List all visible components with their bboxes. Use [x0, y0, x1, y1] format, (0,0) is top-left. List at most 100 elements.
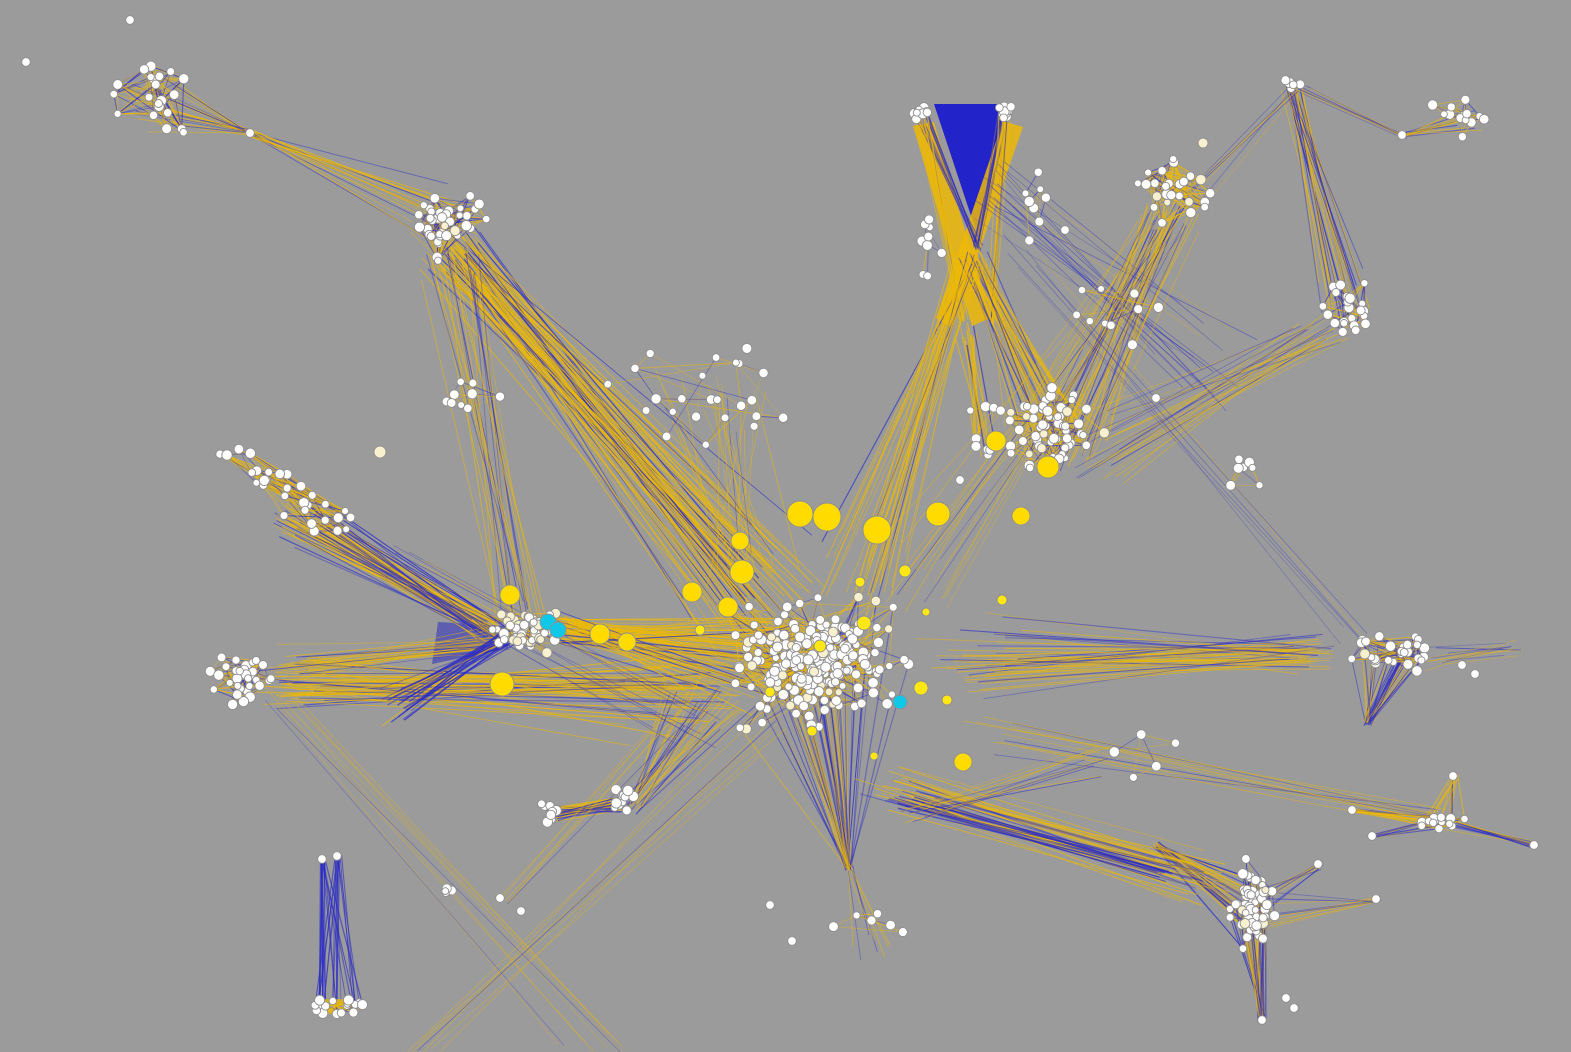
graph-node[interactable] — [791, 708, 801, 719]
graph-node[interactable] — [834, 688, 843, 697]
cyan-node[interactable] — [549, 621, 567, 639]
graph-node[interactable] — [282, 483, 292, 493]
graph-node[interactable] — [112, 79, 124, 90]
graph-node[interactable] — [144, 92, 154, 102]
graph-node[interactable] — [731, 358, 740, 367]
graph-node[interactable] — [465, 191, 475, 201]
graph-node[interactable] — [1261, 885, 1270, 895]
graph-node[interactable] — [641, 406, 651, 415]
graph-node[interactable] — [661, 431, 672, 442]
graph-node[interactable] — [1178, 176, 1189, 187]
graph-node[interactable] — [429, 192, 441, 204]
graph-node[interactable] — [1185, 171, 1196, 181]
yellow-big-node[interactable] — [617, 632, 637, 652]
graph-node[interactable] — [499, 635, 509, 644]
graph-node[interactable] — [446, 398, 457, 408]
graph-node[interactable] — [1081, 403, 1092, 415]
graph-node[interactable] — [1200, 202, 1210, 212]
graph-node[interactable] — [1411, 665, 1423, 677]
graph-node[interactable] — [787, 936, 797, 946]
yellow-big-node[interactable] — [862, 515, 892, 545]
graph-node[interactable] — [1402, 639, 1413, 650]
graph-node[interactable] — [245, 128, 255, 138]
graph-node[interactable] — [885, 919, 896, 931]
graph-node[interactable] — [791, 655, 802, 666]
graph-node[interactable] — [138, 64, 150, 75]
yellow-small-node[interactable] — [806, 725, 818, 737]
graph-node[interactable] — [754, 700, 766, 712]
graph-node[interactable] — [545, 809, 557, 821]
graph-node[interactable] — [495, 893, 505, 903]
graph-node[interactable] — [1040, 192, 1051, 203]
graph-node[interactable] — [922, 107, 932, 118]
graph-node[interactable] — [758, 367, 769, 379]
graph-node[interactable] — [936, 247, 947, 258]
graph-node[interactable] — [813, 686, 825, 697]
yellow-big-node[interactable] — [729, 559, 755, 585]
graph-node[interactable] — [357, 999, 368, 1011]
yellow-big-node[interactable] — [925, 501, 951, 527]
graph-node[interactable] — [813, 593, 823, 603]
graph-node[interactable] — [216, 652, 227, 663]
yellow-small-node[interactable] — [854, 576, 866, 588]
yellow-small-node[interactable] — [913, 680, 929, 696]
graph-node[interactable] — [463, 403, 473, 414]
graph-node[interactable] — [824, 687, 834, 697]
graph-node[interactable] — [1184, 197, 1194, 207]
graph-node[interactable] — [698, 371, 707, 380]
graph-node[interactable] — [1046, 382, 1058, 394]
graph-node[interactable] — [1399, 648, 1409, 657]
graph-node[interactable] — [1241, 908, 1250, 917]
graph-node[interactable] — [743, 652, 754, 662]
graph-node[interactable] — [1344, 292, 1356, 304]
graph-node[interactable] — [1018, 436, 1028, 446]
graph-node[interactable] — [1230, 899, 1241, 910]
graph-node[interactable] — [1042, 405, 1054, 417]
graph-node[interactable] — [830, 677, 840, 687]
graph-node[interactable] — [1161, 181, 1171, 191]
graph-node[interactable] — [1150, 178, 1160, 188]
graph-node[interactable] — [178, 73, 190, 85]
graph-node[interactable] — [784, 682, 793, 691]
graph-node[interactable] — [146, 72, 155, 82]
graph-node[interactable] — [462, 211, 472, 221]
graph-node[interactable] — [1081, 440, 1091, 450]
graph-node[interactable] — [541, 647, 553, 659]
graph-node[interactable] — [1024, 235, 1035, 246]
graph-node[interactable] — [221, 449, 233, 461]
graph-node[interactable] — [21, 57, 31, 67]
graph-node[interactable] — [1232, 462, 1244, 474]
graph-node[interactable] — [603, 379, 613, 389]
graph-node[interactable] — [342, 525, 351, 534]
graph-node[interactable] — [822, 620, 831, 629]
graph-node[interactable] — [801, 638, 813, 650]
graph-node[interactable] — [505, 620, 515, 631]
graph-node[interactable] — [425, 213, 435, 223]
graph-node[interactable] — [1053, 412, 1063, 421]
graph-node[interactable] — [295, 480, 307, 492]
graph-node[interactable] — [1061, 433, 1073, 444]
yellow-small-node[interactable] — [898, 564, 912, 578]
graph-node[interactable] — [995, 405, 1006, 416]
graph-node[interactable] — [999, 113, 1008, 123]
graph-node[interactable] — [328, 996, 337, 1006]
graph-node[interactable] — [746, 394, 758, 406]
graph-node[interactable] — [827, 626, 839, 638]
graph-node[interactable] — [168, 89, 180, 100]
graph-node[interactable] — [1289, 1003, 1299, 1013]
graph-node[interactable] — [280, 491, 290, 501]
graph-node[interactable] — [113, 109, 122, 118]
graph-node[interactable] — [1108, 746, 1120, 758]
graph-node[interactable] — [1384, 640, 1397, 652]
graph-node[interactable] — [1367, 831, 1377, 841]
graph-node[interactable] — [1021, 189, 1030, 198]
graph-node[interactable] — [1067, 395, 1076, 405]
graph-node[interactable] — [1175, 191, 1184, 201]
graph-node[interactable] — [1239, 918, 1251, 929]
graph-node[interactable] — [314, 994, 326, 1006]
graph-node[interactable] — [414, 210, 424, 220]
graph-node[interactable] — [516, 906, 526, 916]
graph-node[interactable] — [796, 673, 807, 684]
graph-node[interactable] — [780, 658, 792, 669]
graph-node[interactable] — [1098, 427, 1110, 439]
